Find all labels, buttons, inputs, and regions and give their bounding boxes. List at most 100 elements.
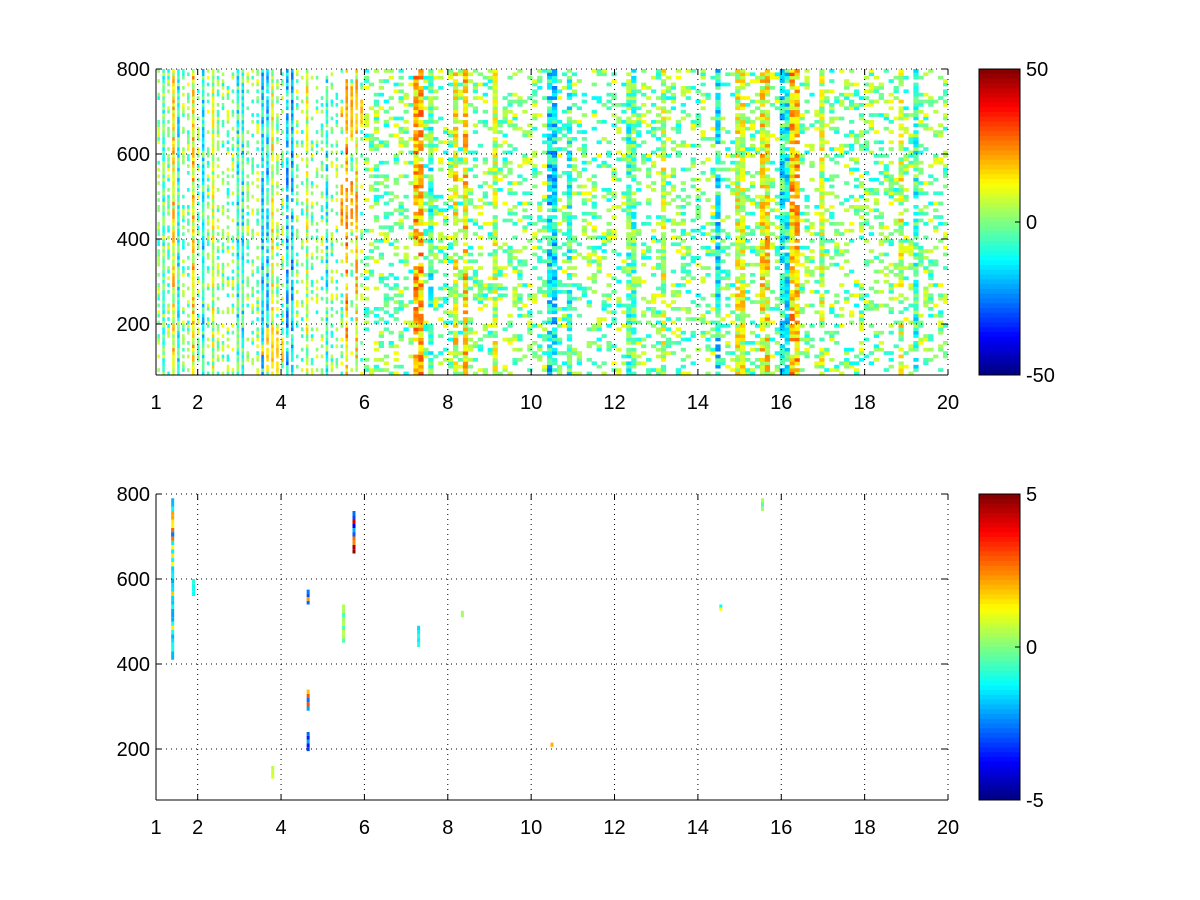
heatmap-cell (355, 143, 358, 148)
heatmap-cell (462, 160, 469, 165)
heatmap-cell (453, 266, 459, 270)
heatmap-cell (325, 201, 329, 206)
heatmap-cell (631, 242, 637, 247)
heatmap-cell (211, 79, 215, 83)
heatmap-cell (517, 69, 523, 73)
heatmap-cell (720, 269, 726, 274)
heatmap-cell (680, 140, 686, 145)
heatmap-cell (335, 140, 339, 145)
heatmap-cell (201, 324, 205, 328)
heatmap-cell (368, 133, 375, 138)
heatmap-cell (368, 167, 375, 172)
heatmap-cell (631, 89, 637, 94)
heatmap-cell (162, 171, 165, 175)
heatmap-cell (566, 358, 573, 362)
heatmap-cell (621, 324, 627, 328)
heatmap-cell (177, 147, 180, 151)
heatmap-cell (325, 361, 329, 366)
heatmap-cell (537, 334, 543, 338)
heatmap-cell (596, 364, 602, 369)
heatmap-cell (626, 239, 632, 243)
heatmap-cell (393, 371, 399, 375)
heatmap-cell (226, 120, 230, 124)
heatmap-cell (705, 344, 711, 349)
heatmap-cell (363, 113, 370, 117)
heatmap-cell (611, 215, 617, 219)
heatmap-cell (355, 341, 358, 345)
heatmap-cell (305, 361, 309, 366)
heatmap-cell (695, 113, 701, 117)
heatmap-cell (157, 174, 160, 179)
heatmap-cell (310, 201, 314, 206)
heatmap-cell (423, 164, 429, 168)
heatmap-cell (660, 279, 667, 284)
heatmap-cell (335, 286, 339, 291)
heatmap-cell (438, 296, 444, 301)
heatmap-cell (320, 239, 324, 243)
heatmap-cell (413, 310, 419, 315)
heatmap-cell (423, 86, 429, 90)
heatmap-cell (646, 157, 652, 162)
heatmap-cell (211, 120, 215, 124)
heatmap-cell (177, 249, 180, 253)
heatmap-cell (315, 293, 319, 298)
heatmap-cell (206, 201, 210, 206)
heatmap-cell (591, 245, 597, 250)
heatmap-cell (512, 72, 518, 77)
heatmap-cell (162, 242, 165, 247)
heatmap-cell (251, 171, 254, 175)
heatmap-cell (335, 225, 339, 230)
heatmap-cell (162, 208, 165, 213)
heatmap-cell (665, 154, 672, 158)
heatmap-cell (428, 293, 434, 298)
heatmap-cell (201, 341, 205, 345)
heatmap-cell (547, 116, 553, 121)
heatmap-cell (403, 160, 409, 165)
heatmap-cell (231, 99, 235, 104)
heatmap-cell (271, 341, 274, 345)
heatmap-cell (177, 103, 180, 107)
heatmap-cell (487, 290, 493, 294)
heatmap-cell (457, 269, 464, 274)
heatmap-cell (305, 140, 309, 145)
heatmap-cell (221, 123, 225, 128)
heatmap-cell (670, 290, 677, 294)
heatmap-cell (428, 154, 434, 158)
heatmap-cell (571, 249, 578, 253)
heatmap-cell (201, 184, 205, 189)
heatmap-cell (201, 239, 205, 243)
heatmap-cell (162, 310, 165, 315)
heatmap-cell (241, 286, 245, 291)
heatmap-cell (636, 106, 642, 111)
heatmap-cell (355, 137, 358, 141)
heatmap-cell (428, 222, 434, 226)
heatmap-cell (231, 347, 235, 352)
heatmap-cell (695, 116, 701, 121)
heatmap-cell (246, 276, 249, 281)
heatmap-cell (355, 252, 358, 257)
heatmap-cell (492, 69, 498, 73)
heatmap-cell (675, 69, 681, 73)
heatmap-cell (670, 82, 677, 87)
heatmap-cell (271, 92, 274, 97)
heatmap-cell (626, 79, 632, 83)
heatmap-cell (177, 201, 180, 206)
heatmap-cell (651, 160, 657, 165)
heatmap-cell (715, 245, 721, 250)
heatmap-cell (695, 99, 701, 104)
heatmap-cell (626, 351, 632, 355)
heatmap-cell (256, 113, 259, 117)
heatmap-cell (378, 160, 384, 165)
heatmap-cell (363, 120, 370, 124)
heatmap-cell (261, 317, 264, 321)
heatmap-cell (403, 276, 409, 281)
heatmap-cell (636, 130, 642, 134)
heatmap-cell (581, 225, 587, 230)
heatmap-cell (482, 293, 488, 298)
heatmap-cell (462, 364, 469, 369)
heatmap-cell (295, 103, 299, 107)
heatmap-cell (512, 256, 518, 260)
heatmap-cell (286, 164, 289, 168)
heatmap-cell (651, 181, 657, 185)
heatmap-cell (177, 143, 180, 148)
